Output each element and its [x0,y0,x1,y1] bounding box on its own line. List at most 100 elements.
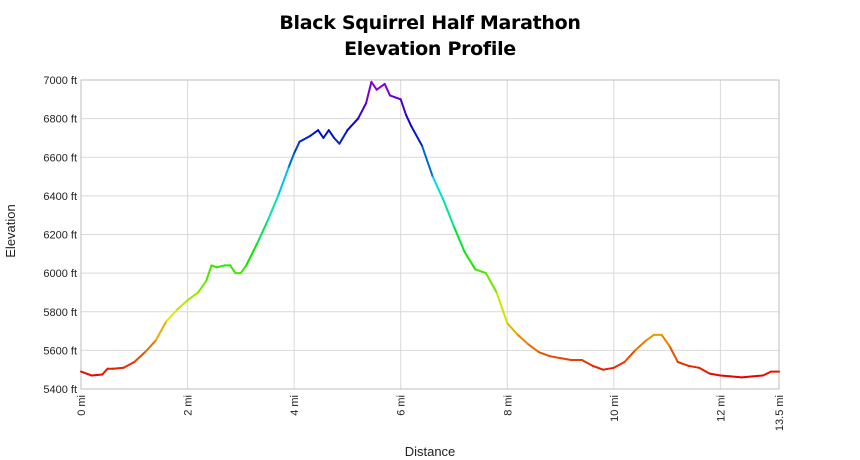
elevation-point [410,125,413,128]
elevation-segment [708,372,722,377]
y-tick-label: 7000 ft [43,75,77,87]
elevation-segment [245,243,258,267]
chart-title-block: Black Squirrel Half Marathon Elevation P… [0,10,860,62]
elevation-point [298,140,301,143]
elevation-point [277,195,279,197]
elevation-segment [327,129,336,139]
gridlines [80,79,780,390]
elevation-point [549,355,551,358]
elevation-point [333,137,335,139]
elevation-point [165,320,168,323]
y-tick-label: 5400 ft [43,384,77,396]
elevation-point [394,96,397,99]
elevation-segment [644,333,655,342]
elevation-point [309,135,311,137]
y-axis-label: Elevation [3,204,18,257]
elevation-point [106,367,109,370]
elevation-line [80,80,780,379]
elevation-segment [676,361,690,367]
elevation-segment [559,357,573,361]
elevation-point [453,225,455,228]
elevation-point [660,334,663,336]
elevation-segment [548,355,562,360]
elevation-point [652,334,655,336]
elevation-segment [101,367,109,376]
elevation-point [730,375,732,378]
elevation-point [133,361,136,363]
elevation-point [327,129,330,132]
elevation-segment [277,165,290,197]
elevation-segment [375,82,386,91]
x-axis-label: Distance [405,444,456,459]
elevation-point [317,129,319,132]
elevation-point [112,367,114,370]
elevation-point [740,376,743,379]
elevation-point [442,198,445,201]
elevation-segment [309,129,320,137]
elevation-segment [591,364,605,371]
elevation-point [210,264,213,267]
elevation-point [517,334,519,336]
elevation-point [623,361,626,363]
elevation-segment [338,129,349,145]
elevation-segment [431,175,445,201]
elevation-segment [405,113,413,128]
elevation-point [762,374,764,377]
elevation-point [293,152,295,155]
x-tick-label: 12 mi [715,395,727,422]
elevation-segment [205,264,213,282]
x-tick-label: 0 mi [76,395,88,416]
elevation-point [383,83,386,85]
elevation-point [612,366,615,369]
elevation-point [229,264,232,267]
elevation-point [581,359,583,361]
elevation-point [90,374,93,377]
elevation-point [245,264,248,267]
elevation-point [708,372,711,375]
elevation-segment [165,308,178,323]
elevation-segment [346,117,360,132]
elevation-point [266,220,269,222]
x-axis-ticks: 0 mi 2 mi 4 mi 6 mi 8 mi 10 mi 12 mi 13.5 mi [76,395,786,431]
y-tick-label: 6600 ft [43,152,77,164]
chart-subtitle: Elevation Profile [344,38,516,60]
x-tick-label: 13.5 mi [774,395,786,431]
elevation-point [676,361,679,363]
elevation-segment [762,370,772,377]
elevation-point [474,268,477,271]
elevation-point [559,357,562,359]
x-tick-label: 4 mi [289,395,301,416]
elevation-segment [186,291,200,302]
elevation-point [389,94,391,97]
elevation-point [375,88,378,91]
elevation-segment [175,299,189,311]
x-tick-label: 8 mi [502,395,514,416]
chart-title: Black Squirrel Half Marathon [279,12,581,34]
elevation-segment [623,349,637,363]
elevation-segment [612,361,626,369]
elevation-segment [197,279,208,294]
elevation-point [101,373,104,376]
y-tick-label: 6200 ft [43,230,77,242]
y-tick-label: 5600 ft [43,345,77,357]
elevation-point [405,113,407,116]
elevation-segment [357,102,368,120]
elevation-segment [474,268,487,275]
elevation-segment [255,220,269,246]
elevation-segment [333,136,341,145]
y-axis-ticks: 5400 ft 5600 ft 5800 ft 6000 ft 6200 ft 6400 … [43,75,77,396]
elevation-segment [602,366,615,371]
elevation-segment [133,351,146,363]
elevation-point [144,351,146,354]
elevation-point [698,366,700,369]
elevation-segment [687,364,701,369]
y-tick-label: 5800 ft [43,307,77,319]
elevation-segment [660,333,671,348]
elevation-segment [634,339,647,352]
elevation-segment [698,366,711,375]
elevation-point [751,375,754,378]
elevation-point [186,299,189,302]
elevation-point [687,364,690,367]
elevation-point [538,351,541,354]
